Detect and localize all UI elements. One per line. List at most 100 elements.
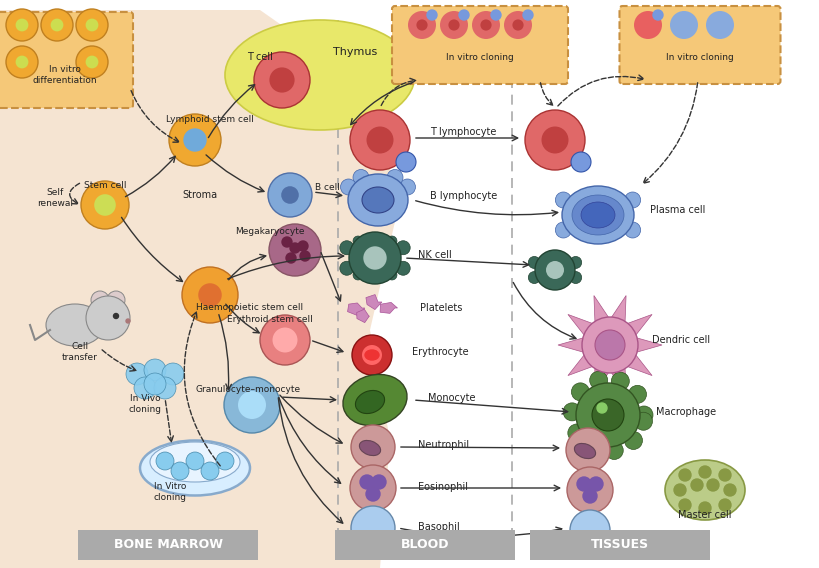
Text: B lymphocyte: B lymphocyte bbox=[430, 191, 497, 201]
Ellipse shape bbox=[343, 374, 407, 425]
Circle shape bbox=[624, 432, 642, 449]
Circle shape bbox=[366, 127, 393, 153]
Ellipse shape bbox=[150, 442, 240, 482]
Text: TISSUES: TISSUES bbox=[591, 538, 649, 552]
Circle shape bbox=[350, 465, 396, 511]
Circle shape bbox=[634, 11, 662, 39]
Circle shape bbox=[396, 261, 410, 275]
Polygon shape bbox=[610, 295, 626, 324]
Polygon shape bbox=[365, 297, 382, 306]
Circle shape bbox=[535, 250, 575, 290]
Circle shape bbox=[216, 452, 234, 470]
Circle shape bbox=[525, 110, 585, 170]
Text: Macrophage: Macrophage bbox=[656, 407, 716, 417]
Circle shape bbox=[576, 383, 640, 447]
Circle shape bbox=[286, 253, 296, 263]
Circle shape bbox=[566, 428, 610, 472]
Text: Basophil: Basophil bbox=[418, 522, 459, 532]
Circle shape bbox=[353, 236, 363, 246]
Circle shape bbox=[224, 377, 280, 433]
Circle shape bbox=[724, 484, 736, 496]
Ellipse shape bbox=[574, 444, 595, 458]
Circle shape bbox=[679, 469, 691, 481]
Text: B cell: B cell bbox=[315, 183, 340, 193]
Ellipse shape bbox=[355, 390, 385, 414]
Circle shape bbox=[254, 52, 310, 108]
Circle shape bbox=[427, 10, 437, 20]
Circle shape bbox=[6, 9, 38, 41]
Text: Stem cell: Stem cell bbox=[84, 181, 126, 190]
Circle shape bbox=[86, 19, 98, 31]
Circle shape bbox=[528, 272, 541, 283]
FancyBboxPatch shape bbox=[619, 6, 781, 84]
Circle shape bbox=[583, 489, 597, 503]
Circle shape bbox=[353, 270, 363, 280]
Ellipse shape bbox=[365, 350, 379, 360]
Circle shape bbox=[653, 10, 663, 20]
Text: In Vitro
cloning: In Vitro cloning bbox=[153, 482, 187, 502]
Circle shape bbox=[568, 424, 586, 442]
Polygon shape bbox=[594, 366, 609, 394]
Circle shape bbox=[555, 222, 572, 238]
Circle shape bbox=[555, 192, 572, 208]
Circle shape bbox=[528, 257, 541, 269]
Circle shape bbox=[349, 232, 401, 284]
Text: Neutrophil: Neutrophil bbox=[418, 440, 469, 450]
Circle shape bbox=[523, 10, 533, 20]
Text: Eosinophil: Eosinophil bbox=[418, 482, 468, 492]
Circle shape bbox=[360, 475, 374, 489]
Ellipse shape bbox=[46, 304, 104, 346]
Circle shape bbox=[592, 399, 624, 431]
Ellipse shape bbox=[581, 202, 615, 228]
Circle shape bbox=[387, 270, 397, 280]
Polygon shape bbox=[626, 315, 652, 337]
Circle shape bbox=[352, 335, 392, 375]
Circle shape bbox=[459, 10, 469, 20]
Circle shape bbox=[366, 487, 380, 501]
Text: BLOOD: BLOOD bbox=[400, 538, 450, 552]
Circle shape bbox=[570, 510, 610, 550]
Circle shape bbox=[570, 257, 581, 269]
Circle shape bbox=[481, 19, 491, 31]
FancyBboxPatch shape bbox=[335, 530, 515, 560]
Circle shape bbox=[182, 267, 238, 323]
Circle shape bbox=[6, 46, 38, 78]
Text: T cell: T cell bbox=[247, 52, 273, 62]
Text: Stroma: Stroma bbox=[183, 190, 218, 200]
Text: Erythrocyte: Erythrocyte bbox=[412, 347, 468, 357]
Circle shape bbox=[396, 241, 410, 254]
Circle shape bbox=[183, 128, 206, 152]
Circle shape bbox=[625, 222, 640, 238]
Circle shape bbox=[563, 403, 581, 421]
Text: Lymphoid stem cell: Lymphoid stem cell bbox=[166, 115, 254, 124]
Circle shape bbox=[674, 484, 686, 496]
Polygon shape bbox=[635, 337, 662, 353]
Circle shape bbox=[269, 224, 321, 276]
Circle shape bbox=[408, 11, 436, 39]
Circle shape bbox=[546, 261, 564, 279]
Circle shape bbox=[107, 291, 125, 309]
Circle shape bbox=[567, 467, 613, 513]
Circle shape bbox=[300, 251, 310, 261]
Text: Platelets: Platelets bbox=[420, 303, 463, 313]
Circle shape bbox=[440, 11, 468, 39]
Circle shape bbox=[416, 19, 428, 31]
Ellipse shape bbox=[665, 460, 745, 520]
Circle shape bbox=[635, 406, 653, 424]
Circle shape bbox=[51, 19, 63, 31]
Text: In vitro cloning: In vitro cloning bbox=[666, 53, 734, 62]
Circle shape bbox=[154, 377, 176, 399]
Polygon shape bbox=[0, 10, 400, 568]
Circle shape bbox=[541, 127, 568, 153]
Circle shape bbox=[268, 173, 312, 217]
Text: Thymus: Thymus bbox=[333, 47, 377, 57]
Circle shape bbox=[571, 152, 591, 172]
Circle shape bbox=[86, 296, 130, 340]
Text: Megakaryocyte: Megakaryocyte bbox=[235, 228, 305, 236]
Circle shape bbox=[351, 425, 395, 469]
Text: Dendric cell: Dendric cell bbox=[652, 335, 710, 345]
Circle shape bbox=[589, 477, 603, 491]
Circle shape bbox=[126, 319, 130, 323]
Text: Granulocyte–monocyte: Granulocyte–monocyte bbox=[196, 386, 301, 395]
Circle shape bbox=[400, 179, 415, 195]
